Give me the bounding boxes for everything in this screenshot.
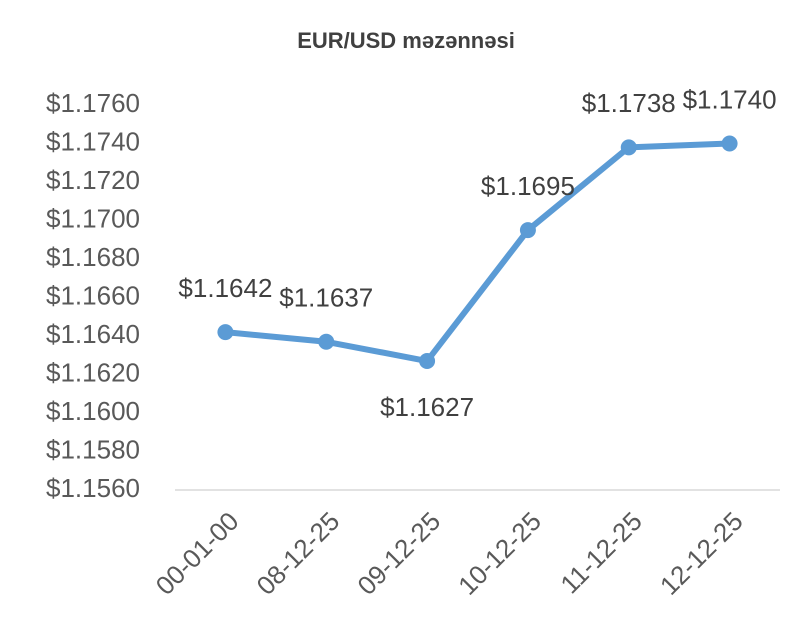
data-label: $1.1642 <box>178 273 272 303</box>
data-label: $1.1740 <box>683 84 777 114</box>
point <box>318 333 335 350</box>
data-label: $1.1637 <box>279 283 373 313</box>
point <box>620 139 637 156</box>
x-tick-label: 08-12-25 <box>251 506 346 601</box>
x-tick-label: 11-12-25 <box>554 506 647 599</box>
y-tick-label: $1.1760 <box>46 88 140 118</box>
chart-title: EUR/USD məzənnəsi <box>297 28 515 53</box>
point <box>519 222 536 239</box>
y-tick-label: $1.1620 <box>46 357 140 387</box>
y-tick-label: $1.1740 <box>46 126 140 156</box>
data-label: $1.1738 <box>582 88 676 118</box>
y-tick-label: $1.1580 <box>46 434 140 464</box>
y-tick-label: $1.1720 <box>46 165 140 195</box>
y-tick-label: $1.1640 <box>46 319 140 349</box>
x-tick-label: 00-01-00 <box>150 506 245 601</box>
data-label: $1.1627 <box>380 392 474 422</box>
point <box>419 353 436 370</box>
point <box>217 324 234 341</box>
data-label: $1.1695 <box>481 171 575 201</box>
y-tick-label: $1.1680 <box>46 242 140 272</box>
x-tick-label: 12-12-25 <box>654 506 749 601</box>
y-tick-label: $1.1660 <box>46 280 140 310</box>
x-tick-label: 10-12-25 <box>452 506 547 601</box>
point <box>721 135 738 152</box>
series-line <box>225 140 730 365</box>
y-tick-label: $1.1560 <box>46 473 140 503</box>
y-tick-label: $1.1600 <box>46 396 140 426</box>
x-tick-label: 09-12-25 <box>351 506 446 601</box>
y-tick-label: $1.1700 <box>46 203 140 233</box>
